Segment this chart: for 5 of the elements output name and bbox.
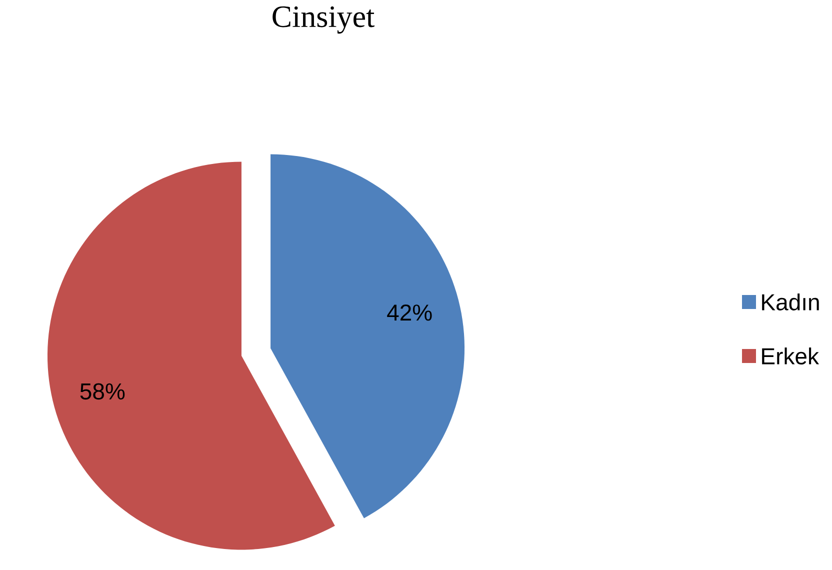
data-label: 58% bbox=[80, 383, 125, 400]
data-label: 42% bbox=[387, 304, 432, 321]
legend-label: Erkek bbox=[762, 348, 820, 364]
chart-title: Cinsiyet bbox=[272, 6, 375, 34]
legend-label: Kadın bbox=[762, 294, 819, 310]
